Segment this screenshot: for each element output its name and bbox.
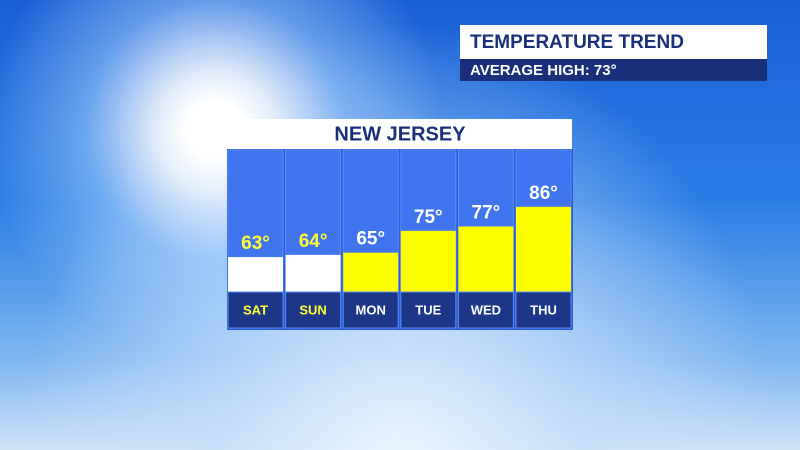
- x-tick-label: MON: [356, 302, 386, 317]
- day-cell: [400, 291, 457, 329]
- bar: [458, 226, 514, 292]
- value-label: 63°: [241, 233, 270, 254]
- bar: [228, 257, 283, 292]
- bar: [516, 206, 571, 292]
- panel: [227, 149, 573, 330]
- day-cell: [227, 291, 284, 329]
- chart-title: NEW JERSEY: [334, 123, 466, 145]
- bar: [285, 254, 341, 292]
- x-tick-label: SUN: [299, 302, 326, 317]
- x-tick-label: SAT: [243, 302, 268, 317]
- header-subtitle: AVERAGE HIGH: 73°: [470, 62, 617, 79]
- day-cell: [342, 291, 399, 329]
- value-label: 86°: [529, 183, 558, 204]
- x-tick-label: THU: [530, 302, 557, 317]
- x-tick-label: WED: [471, 302, 501, 317]
- bar: [343, 252, 399, 292]
- header-title: TEMPERATURE TREND: [470, 32, 684, 53]
- chart-title-box: [228, 119, 572, 150]
- value-label: 64°: [299, 231, 328, 252]
- day-cell: [457, 291, 514, 329]
- value-label: 77°: [472, 202, 501, 223]
- bar: [400, 230, 456, 292]
- day-cell: [285, 291, 342, 329]
- day-cell: [515, 291, 572, 329]
- title-box: [460, 25, 767, 59]
- x-tick-label: TUE: [415, 302, 441, 317]
- value-label: 75°: [414, 207, 443, 228]
- subtitle-box: [460, 59, 767, 81]
- value-label: 65°: [356, 229, 385, 250]
